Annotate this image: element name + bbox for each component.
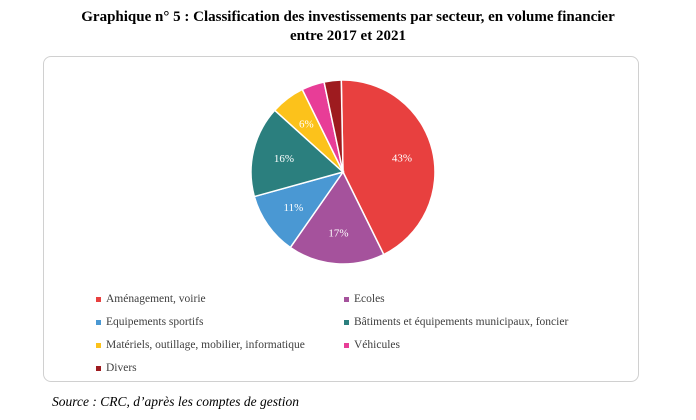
chart-title: Graphique n° 5 : Classification des inve… xyxy=(0,8,696,46)
legend-label: Ecoles xyxy=(354,293,385,305)
legend-item-3: Equipements sportifs xyxy=(96,316,203,328)
legend-swatch xyxy=(344,319,349,325)
legend-label: Divers xyxy=(106,362,137,374)
chart-frame: 43% 17% 11% 16% 6% Aménagement, voirie Ecoles… xyxy=(43,56,639,382)
legend-swatch xyxy=(96,342,101,348)
legend-item-5: Matériels, outillage, mobilier, informat… xyxy=(96,339,305,351)
pie-slice-label-3: 11% xyxy=(284,202,304,214)
legend-item-7: Divers xyxy=(96,362,137,374)
pie-slice-label-5: 6% xyxy=(299,119,314,131)
legend-swatch xyxy=(344,342,349,348)
legend-item-1: Aménagement, voirie xyxy=(96,293,206,305)
legend-label: Aménagement, voirie xyxy=(106,293,206,305)
legend-item-6: Véhicules xyxy=(344,339,400,351)
legend-swatch xyxy=(344,296,349,302)
legend-label: Bâtiments et équipements municipaux, fon… xyxy=(354,316,569,328)
legend-swatch xyxy=(96,296,101,302)
pie-slice-4 xyxy=(250,109,345,198)
legend-swatch xyxy=(96,319,101,325)
legend-item-2: Ecoles xyxy=(344,293,385,305)
pie-slice-label-1: 43% xyxy=(392,153,412,165)
pie-slice-label-2: 17% xyxy=(328,228,348,240)
chart-title-line-1: Graphique n° 5 : Classification des inve… xyxy=(81,9,615,25)
legend-swatch xyxy=(96,365,101,371)
pie-slice-label-4: 16% xyxy=(274,153,294,165)
legend-item-4: Bâtiments et équipements municipaux, fon… xyxy=(344,316,568,328)
pie-chart: 43% 17% 11% 16% 6% xyxy=(250,79,436,265)
pie-slice-1 xyxy=(340,79,436,256)
legend-label: Véhicules xyxy=(354,339,400,351)
legend-label: Equipements sportifs xyxy=(106,316,204,328)
pie-slice-2 xyxy=(289,170,385,265)
legend-label: Matériels, outillage, mobilier, informat… xyxy=(106,339,305,351)
chart-title-line-2: entre 2017 et 2021 xyxy=(290,28,406,44)
source-note: Source : CRC, d’après les comptes de ges… xyxy=(52,394,299,409)
pie-slice-7 xyxy=(323,79,344,173)
